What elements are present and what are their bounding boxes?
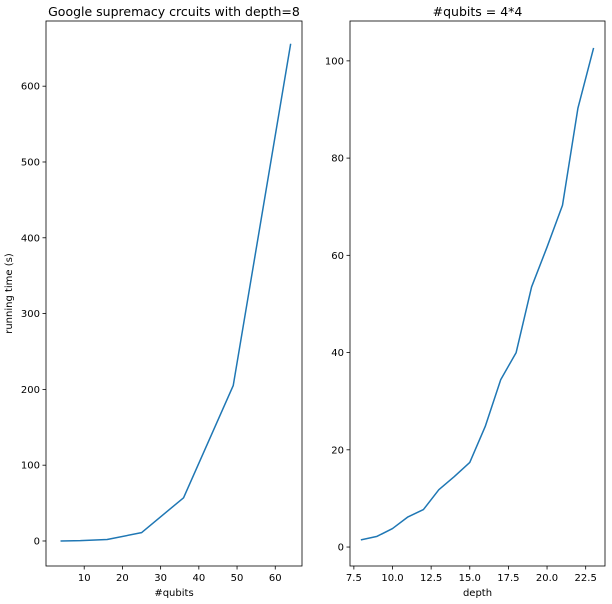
right-chart-xtick-label: 7.5 [346,573,362,584]
left-chart-xtick-label: 30 [154,573,167,584]
left-chart-ylabel: running time (s) [4,253,15,334]
left-chart-xtick-label: 60 [269,573,282,584]
left-chart-title: Google supremacy crcuits with depth=8 [48,4,300,19]
right-chart-xtick-label: 15.0 [459,573,481,584]
right-chart-xtick-label: 17.5 [497,573,519,584]
left-chart: Google supremacy crcuits with depth=8 #q… [4,4,303,599]
left-chart-xtick-label: 40 [192,573,205,584]
right-chart-ytick-label: 80 [331,154,344,165]
left-chart-ytick-label: 100 [21,461,40,472]
right-chart-ytick-label: 60 [331,251,344,262]
left-chart-ytick-label: 600 [21,82,40,93]
right-chart-ytick-label: 0 [338,543,344,554]
right-chart-plot-area [349,20,606,567]
right-chart: #qubits = 4*4 depth 7.5 10.0 12.5 15.0 17.5 2… [325,4,606,599]
left-chart-xlabel: #qubits [154,588,193,599]
right-chart-ytick-label: 100 [325,56,344,67]
left-chart-ytick-label: 0 [34,536,40,547]
right-chart-xtick-label: 22.5 [575,573,597,584]
right-chart-title: #qubits = 4*4 [433,4,523,19]
left-chart-xtick-label: 10 [78,573,91,584]
right-chart-xtick-label: 12.5 [420,573,442,584]
right-chart-xlabel: depth [463,588,492,599]
left-chart-series-line [60,43,292,542]
left-chart-xtick-label: 50 [231,573,244,584]
right-chart-series-line [360,47,595,541]
left-chart-ytick-label: 400 [21,233,40,244]
left-chart-ytick-label: 300 [21,309,40,320]
left-chart-ytick-label: 500 [21,157,40,168]
right-chart-xtick-label: 10.0 [381,573,403,584]
left-chart-plot-area [45,20,303,567]
left-chart-xtick-label: 20 [116,573,129,584]
right-chart-ytick-label: 20 [331,445,344,456]
left-chart-ytick-label: 200 [21,385,40,396]
right-chart-xtick-label: 20.0 [536,573,558,584]
right-chart-ytick-label: 40 [331,348,344,359]
